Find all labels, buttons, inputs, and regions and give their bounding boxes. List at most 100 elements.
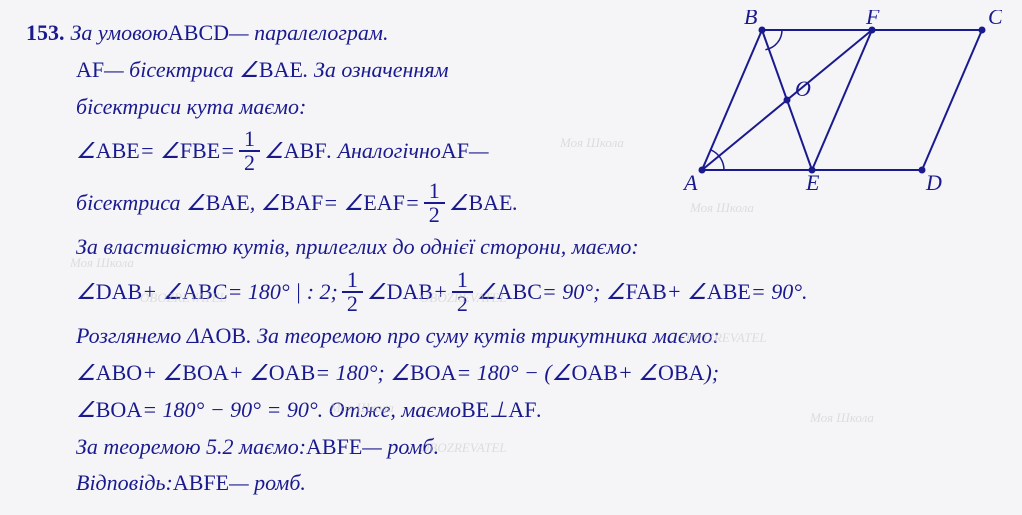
- svg-text:A: A: [682, 170, 698, 195]
- t: ABO: [96, 358, 142, 389]
- t: —: [469, 136, 489, 167]
- t: За властивістю кутів, прилеглих до одніє…: [76, 232, 639, 263]
- t: ABF: [284, 136, 327, 167]
- answer-label: Відповідь:: [76, 468, 173, 499]
- line-10: ∠ BOA = 180° − 90° = 90°. Отже, маємо BE…: [26, 395, 996, 426]
- t: AF: [441, 136, 469, 167]
- numerator: 1: [342, 269, 363, 293]
- t: OAB: [269, 358, 315, 389]
- t: FBE: [180, 136, 220, 167]
- denominator: 2: [239, 152, 260, 174]
- svg-text:E: E: [805, 170, 820, 195]
- geometry-figure: A B F C D E O: [682, 10, 1002, 205]
- t: . За означенням: [303, 55, 449, 86]
- t: OAB: [571, 358, 617, 389]
- t: ABFE: [173, 468, 229, 499]
- line-9: ∠ ABO + ∠ BOA + ∠ OAB = 180°; ∠ BOA = 18…: [26, 358, 996, 389]
- t: FAB: [626, 277, 667, 308]
- t: = 180° | : 2;: [228, 277, 338, 308]
- t: +: [433, 277, 448, 308]
- t: OBA: [658, 358, 704, 389]
- denominator: 2: [342, 293, 363, 315]
- denominator: 2: [452, 293, 473, 315]
- t: ∠: [367, 277, 387, 308]
- line-6: За властивістю кутів, прилеглих до одніє…: [26, 232, 996, 263]
- t: BAF: [280, 188, 323, 219]
- t: = 90°.: [751, 277, 808, 308]
- line-5: бісектриса ∠ BAE , ∠ BAF = ∠ EAF = 1 2 ∠…: [26, 180, 686, 226]
- t: AOB: [200, 321, 246, 352]
- t: , ∠: [250, 188, 281, 219]
- t: );: [704, 358, 719, 389]
- line-1: 153. За умовою ABCD — паралелограм.: [26, 18, 686, 49]
- t: ∠: [76, 358, 96, 389]
- t: ABE: [707, 277, 751, 308]
- t: ∠: [76, 136, 96, 167]
- t: DAB: [387, 277, 433, 308]
- fraction: 1 2: [424, 180, 445, 226]
- t: ABC: [182, 277, 227, 308]
- line-2: AF — бісектриса ∠ BAE . За означенням: [26, 55, 686, 86]
- line-4: ∠ ABE = ∠ FBE = 1 2 ∠ ABF . Аналогічно A…: [26, 128, 686, 174]
- t: ABE: [96, 136, 140, 167]
- t: BOA: [96, 395, 142, 426]
- line-8: Розглянемо Δ AOB . За теоремою про суму …: [26, 321, 996, 352]
- numerator: 1: [452, 269, 473, 293]
- t: — ромб.: [229, 468, 306, 499]
- fraction: 1 2: [452, 269, 473, 315]
- svg-text:D: D: [925, 170, 942, 195]
- svg-text:F: F: [865, 10, 880, 29]
- t: бісектриси кута маємо:: [76, 92, 306, 123]
- svg-text:B: B: [744, 10, 757, 29]
- t: + ∠: [667, 277, 707, 308]
- line-11: За теоремою 5.2 маємо: ABFE — ромб.: [26, 432, 996, 463]
- line-12: Відповідь: ABFE — ромб.: [26, 468, 996, 499]
- denominator: 2: [424, 204, 445, 226]
- line-3: бісектриси кута маємо:: [26, 92, 686, 123]
- t: =: [405, 188, 420, 219]
- t: . За теоремою про суму кутів трикутника …: [246, 321, 720, 352]
- t: . Аналогічно: [327, 136, 441, 167]
- t: ABCD: [168, 18, 229, 49]
- t: ∠: [477, 277, 497, 308]
- t: BAE: [259, 55, 303, 86]
- svg-text:C: C: [988, 10, 1002, 29]
- t: + ∠: [618, 358, 658, 389]
- t: + ∠: [229, 358, 269, 389]
- fraction: 1 2: [239, 128, 260, 174]
- t: ABFE: [306, 432, 362, 463]
- t: + ∠: [142, 358, 182, 389]
- t: Розглянемо Δ: [76, 321, 200, 352]
- t: BE: [461, 395, 489, 426]
- t: ∠: [76, 277, 96, 308]
- t: = 180° − (∠: [456, 358, 571, 389]
- t: = ∠: [140, 136, 180, 167]
- t: + ∠: [142, 277, 182, 308]
- t: =: [220, 136, 235, 167]
- numerator: 1: [424, 180, 445, 204]
- t: BOA: [182, 358, 228, 389]
- t: AF: [76, 55, 104, 86]
- numerator: 1: [239, 128, 260, 152]
- t: = 180° − 90° = 90°. Отже, маємо: [142, 395, 461, 426]
- t: — паралелограм.: [229, 18, 388, 49]
- t: бісектриса ∠: [76, 188, 206, 219]
- t: ∠: [449, 188, 469, 219]
- line-7: ∠ DAB + ∠ ABC = 180° | : 2; 1 2 ∠ DAB + …: [26, 269, 996, 315]
- t: За умовою: [71, 18, 168, 49]
- t: — ромб.: [362, 432, 439, 463]
- t: ∠: [264, 136, 284, 167]
- svg-text:O: O: [795, 76, 811, 101]
- t: BAE: [206, 188, 250, 219]
- t: = ∠: [323, 188, 363, 219]
- t: = 180°; ∠: [315, 358, 410, 389]
- t: .: [536, 395, 542, 426]
- t: = 90°; ∠: [542, 277, 626, 308]
- t: BAE: [469, 188, 513, 219]
- t: ⊥: [489, 395, 508, 426]
- t: AF: [508, 395, 536, 426]
- problem-number: 153.: [26, 18, 65, 49]
- t: ∠: [76, 395, 96, 426]
- t: EAF: [363, 188, 405, 219]
- t: За теоремою 5.2 маємо:: [76, 432, 306, 463]
